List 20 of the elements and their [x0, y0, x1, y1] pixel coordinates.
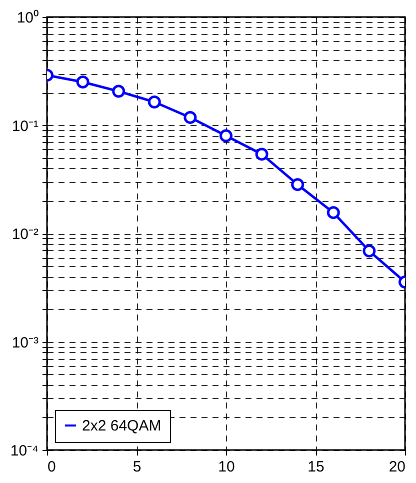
point — [326, 206, 340, 220]
legend-label: 2x2 64QAM — [82, 418, 162, 434]
point — [76, 76, 90, 88]
y-tick-label: 10⁻³ — [12, 334, 38, 352]
y-tick-label: 10⁻¹ — [12, 118, 38, 135]
y-tick-label: 10⁻² — [12, 226, 38, 243]
x-tick-label: 15 — [308, 458, 324, 476]
y-tick-label: 10⁻⁴ — [10, 442, 38, 460]
point — [255, 148, 268, 161]
point — [220, 129, 232, 142]
x-tick-label: 20 — [388, 458, 406, 476]
x-tick-label: 10 — [218, 458, 235, 476]
x-tick-label: 5 — [132, 458, 142, 476]
point — [112, 84, 126, 98]
point — [291, 178, 304, 192]
point — [148, 96, 161, 108]
point — [362, 244, 376, 258]
y-tick-label: 10⁰ — [16, 10, 38, 26]
x-tick-label: 0 — [48, 458, 56, 476]
point — [184, 110, 197, 124]
